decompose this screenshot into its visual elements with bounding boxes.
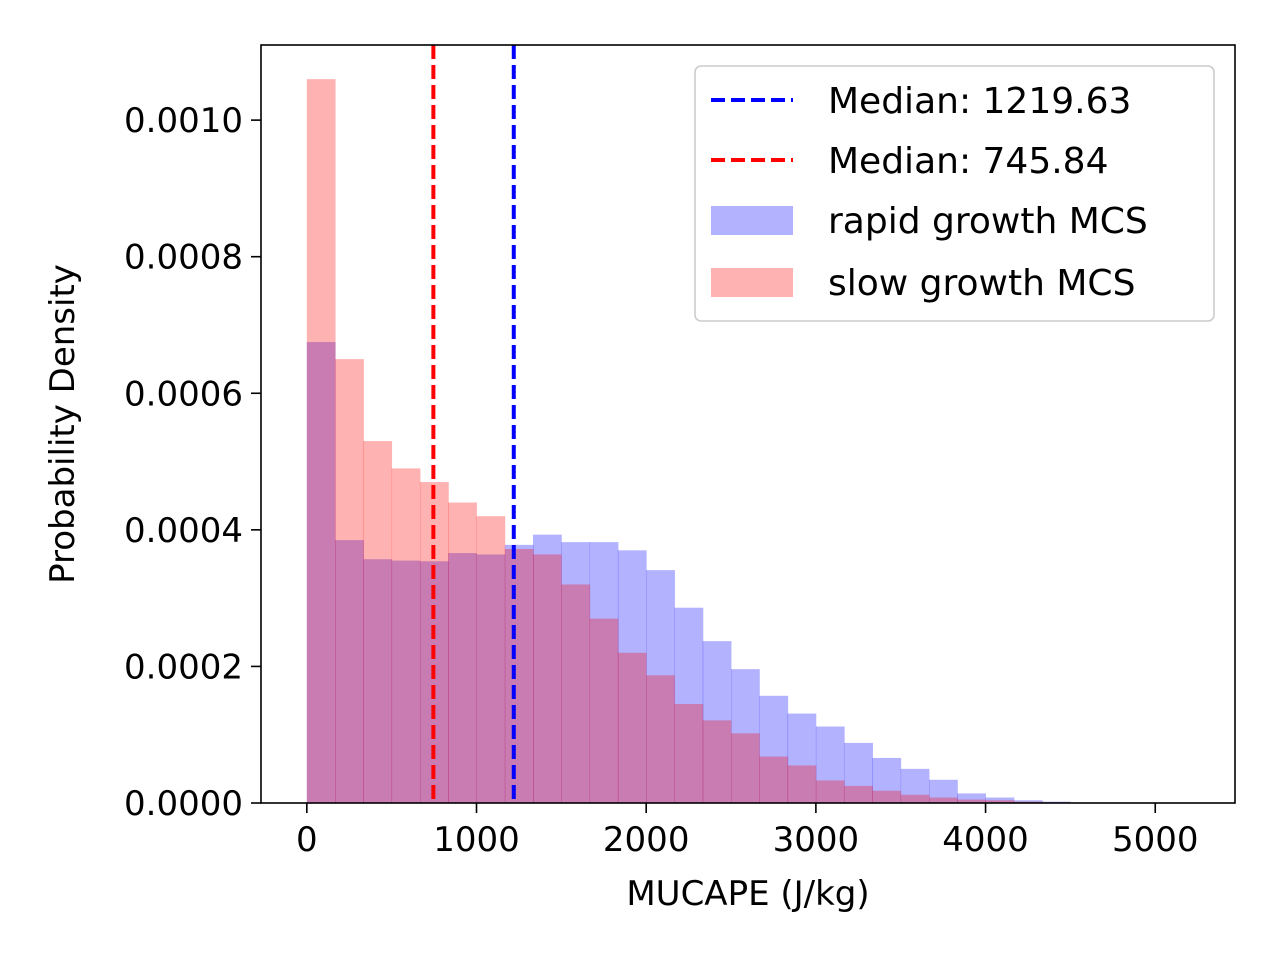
histogram-bar [674,607,704,803]
histogram-bar [985,800,1015,803]
histogram-bar [759,756,789,803]
histogram-bar [815,780,845,803]
series-rapid-growth [306,342,1071,803]
histogram-bar [420,561,449,803]
legend-label: rapid growth MCS [828,201,1148,242]
histogram-bar [504,548,534,803]
histogram-bar [306,342,336,803]
histogram-bar [759,695,789,803]
x-axis-ticks: 0 1000 2000 3000 4000 5000 [296,803,1199,860]
histogram-bar [617,652,647,803]
histogram-bar [900,794,930,803]
histogram-bar [363,441,393,803]
histogram-bar [985,797,1015,803]
histogram-bar [306,79,336,803]
histogram-bar [335,540,364,803]
legend-patch-swatch [711,268,793,297]
median-lines-layer [431,45,516,803]
y-tick-label: 0.0006 [124,374,243,414]
y-tick-label: 0.0000 [124,784,243,824]
x-tick-label: 2000 [603,820,690,860]
histogram-bar [363,559,393,803]
histogram-bar [844,742,873,803]
bars-layer [306,79,1071,803]
legend-label: Median: 745.84 [828,141,1108,182]
histogram-bar [335,359,364,803]
series-slow-growth [306,79,1071,803]
histogram-bar [391,560,421,803]
y-tick-label: 0.0010 [124,101,243,141]
legend-box [694,65,1215,322]
x-tick-label: 0 [296,820,318,860]
histogram-bar [787,765,817,803]
histogram-bar [476,516,506,803]
legend: Median: 1219.63 Median: 745.84 rapid growt… [694,65,1215,322]
y-axis-ticks: 0.0000 0.0002 0.0004 0.0006 0.0008 0.0010 [124,101,261,824]
histogram-bar [589,618,619,803]
x-tick-label: 3000 [773,820,860,860]
histogram-bar [900,768,930,803]
histogram-bar [646,570,675,803]
legend-label: slow growth MCS [828,263,1135,304]
x-tick-label: 5000 [1112,820,1199,860]
histogram-bar [872,757,902,803]
histogram-bar [533,554,562,803]
histogram-bar [1013,800,1043,803]
histogram-bar [929,797,958,803]
histogram-bar [589,542,619,803]
plot-frame [260,44,1236,804]
histogram-bar [872,790,902,803]
histogram-bar [504,544,534,803]
x-tick-label: 1000 [433,820,520,860]
histogram-bar [533,534,562,803]
y-axis-title: Probability Density [43,264,83,584]
legend-label: Median: 1219.63 [828,81,1131,122]
histogram-bar [617,550,647,803]
histogram-bar [815,726,845,803]
histogram-bar [731,669,760,803]
y-tick-label: 0.0002 [124,647,243,687]
histogram-bar [731,733,760,803]
histogram-bar [448,502,477,803]
histogram-bar [561,542,591,803]
histogram-bar [844,785,873,803]
histogram-bar [957,799,986,803]
x-tick-label: 4000 [942,820,1029,860]
histogram-bar [448,553,477,803]
histogram-bar [929,779,958,803]
histogram-bar [646,675,675,803]
histogram-bar [702,641,732,803]
histogram-bar [674,703,704,803]
y-tick-label: 0.0004 [124,511,243,551]
histogram-bar [787,713,817,803]
histogram-bar [957,793,986,803]
histogram-bar [561,584,591,803]
y-tick-label: 0.0008 [124,238,243,278]
histogram-bar [702,720,732,803]
x-axis-title: MUCAPE (J/kg) [626,874,869,914]
histogram-bar [391,468,421,803]
histogram-bar [476,554,506,803]
legend-patch-swatch [711,206,793,235]
